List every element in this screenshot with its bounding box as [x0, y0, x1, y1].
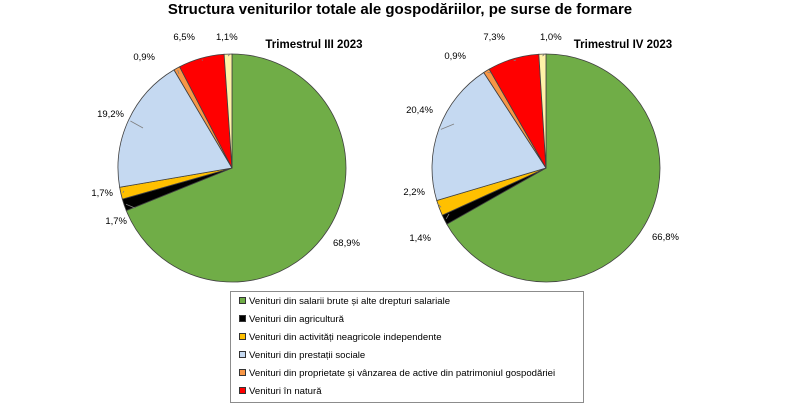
data-label: 66,8% [652, 232, 679, 243]
legend-label: Venituri în natură [249, 386, 322, 397]
data-label: 1,0% [540, 32, 562, 43]
data-label: 0,9% [444, 51, 466, 62]
data-label: 2,2% [403, 187, 425, 198]
legend-item: Venituri din activități neagricole indep… [239, 330, 442, 345]
data-label: 20,4% [406, 105, 433, 116]
legend-swatch [239, 351, 246, 358]
data-label: 68,9% [333, 238, 360, 249]
legend-swatch [239, 297, 246, 304]
pie-title: Trimestrul IV 2023 [574, 39, 672, 51]
legend-item: Venituri din prestații sociale [239, 348, 365, 363]
data-label: 7,3% [483, 32, 505, 43]
legend-swatch [239, 387, 246, 394]
data-label: 1,4% [409, 233, 431, 244]
data-label: 6,5% [173, 32, 195, 43]
data-label: 1,7% [105, 216, 127, 227]
legend-label: Venituri din proprietate și vânzarea de … [249, 368, 555, 379]
legend-item: Venituri din agricultură [239, 312, 344, 327]
legend-item: Venituri în natură [239, 384, 322, 399]
data-label: 1,7% [91, 188, 113, 199]
legend: Venituri din salarii brute și alte drept… [230, 291, 584, 403]
legend-swatch [239, 333, 246, 340]
data-label: 0,9% [133, 52, 155, 63]
data-label: 1,1% [216, 32, 238, 43]
legend-item: Venituri din proprietate și vânzarea de … [239, 366, 555, 381]
legend-label: Venituri din prestații sociale [249, 350, 365, 361]
legend-swatch [239, 369, 246, 376]
data-label: 19,2% [97, 109, 124, 120]
legend-item: Venituri din salarii brute și alte drept… [239, 294, 450, 309]
pie-title: Trimestrul III 2023 [265, 39, 362, 51]
legend-label: Venituri din salarii brute și alte drept… [249, 296, 450, 307]
legend-swatch [239, 315, 246, 322]
legend-label: Venituri din agricultură [249, 314, 344, 325]
chart-canvas: 68,9% 1,7% 1,7% 19,2% 0,9% 6,5% 1,1% Trimestrul… [0, 0, 800, 290]
legend-label: Venituri din activități neagricole indep… [249, 332, 442, 343]
